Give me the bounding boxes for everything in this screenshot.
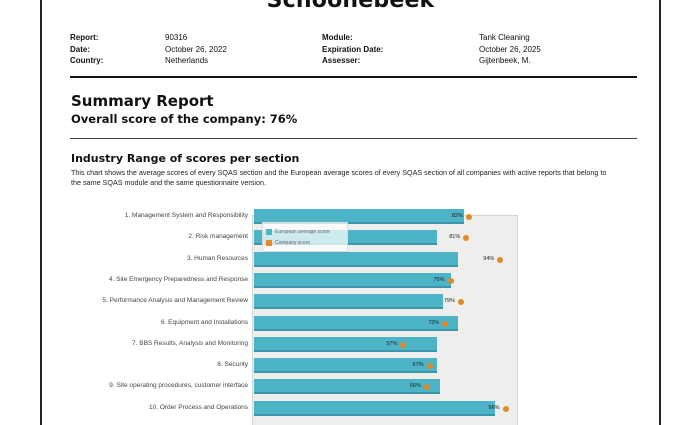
european-average-bar — [254, 209, 464, 224]
european-average-bar — [254, 315, 459, 331]
legend-item-company: Company score — [266, 240, 310, 246]
meta-value-module: Tank Cleaning — [479, 33, 530, 42]
category-label: 1. Management System and Responsibility — [124, 212, 248, 219]
meta-row: Date: October 26, 2022 Expiration Date: … — [70, 44, 640, 56]
category-label: 6. Equipment and Installations — [160, 318, 248, 326]
category-label: 8. Security — [217, 361, 248, 369]
meta-key-expiration: Expiration Date: — [322, 44, 384, 54]
category-label: 2. Risk management — [188, 233, 248, 241]
meta-value-report: 90316 — [165, 33, 188, 42]
company-score-marker — [426, 363, 433, 370]
section-heading: Industry Range of scores per section — [71, 152, 300, 165]
european-average-bar — [254, 400, 496, 416]
meta-key-country: Country: — [70, 56, 104, 65]
summary-heading: Summary Report — [71, 92, 214, 110]
report-metadata: Report: 90316 Module: Tank Cleaning Date… — [70, 32, 640, 67]
company-score-marker — [447, 277, 454, 284]
company-score-marker — [400, 341, 407, 348]
meta-row: Report: 90316 Module: Tank Cleaning — [70, 32, 640, 44]
meta-value-expiration: October 26, 2025 — [479, 44, 541, 54]
category-label: 10. Order Process and Operations — [149, 403, 248, 411]
company-score-label: 67% — [412, 362, 424, 369]
chart-legend: European average score Company score — [262, 222, 348, 252]
company-score-label: 57% — [386, 340, 398, 347]
section-divider — [70, 138, 637, 139]
legend-swatch-company — [266, 240, 272, 246]
section-description: This chart shows the average scores of e… — [71, 168, 607, 187]
category-label: 5. Performance Analysis and Management R… — [102, 297, 248, 305]
category-label: 4. Site Emergency Preparedness and Respo… — [108, 275, 248, 283]
meta-row: Country: Netherlands Assesser: Gijtenbee… — [70, 55, 640, 67]
european-average-bar — [254, 336, 438, 352]
company-score-label: 81% — [449, 234, 461, 241]
meta-key-module: Module: — [322, 33, 353, 42]
category-label: 3. Human Resources — [186, 254, 248, 262]
company-score-label: 73% — [428, 319, 440, 326]
company-score-label: 75% — [433, 276, 445, 283]
company-score-marker — [502, 405, 509, 412]
company-score-marker — [465, 214, 472, 220]
legend-label-european: European average score — [275, 229, 330, 235]
european-average-bar — [254, 251, 459, 267]
category-label: 7. BBS Results, Analysis and Monitoring — [132, 339, 248, 347]
category-label: 9. Site operating procedures, customer i… — [109, 382, 248, 390]
european-average-bar — [254, 358, 438, 374]
meta-key-assesser: Assesser: — [322, 56, 361, 65]
meta-key-date: Date: — [70, 44, 91, 54]
company-score-marker — [442, 320, 449, 327]
overall-score: Overall score of the company: 76% — [71, 112, 298, 126]
company-score-marker — [463, 235, 470, 242]
legend-swatch-european — [266, 229, 272, 235]
company-score-marker — [423, 384, 430, 391]
meta-value-assesser: Gijtenbeek, M. — [479, 56, 531, 65]
meta-key-report: Report: — [70, 33, 99, 42]
company-score-label: 96% — [488, 404, 500, 411]
legend-label-company: Company score — [275, 240, 311, 246]
legend-item-european: European average score — [266, 229, 330, 235]
european-average-bar — [254, 294, 443, 310]
company-score-label: 82% — [451, 213, 463, 219]
company-score-label: 66% — [409, 383, 421, 390]
company-score-label: 79% — [443, 298, 455, 305]
meta-value-date: October 26, 2022 — [165, 44, 227, 54]
company-score-marker — [497, 256, 504, 263]
report-title: Schoonebeek — [266, 0, 435, 13]
company-score-label: 94% — [483, 255, 495, 262]
european-average-bar — [254, 272, 451, 288]
header-divider — [70, 76, 637, 78]
european-average-bar — [254, 379, 441, 395]
company-score-marker — [457, 299, 464, 306]
meta-value-country: Netherlands — [165, 56, 209, 65]
